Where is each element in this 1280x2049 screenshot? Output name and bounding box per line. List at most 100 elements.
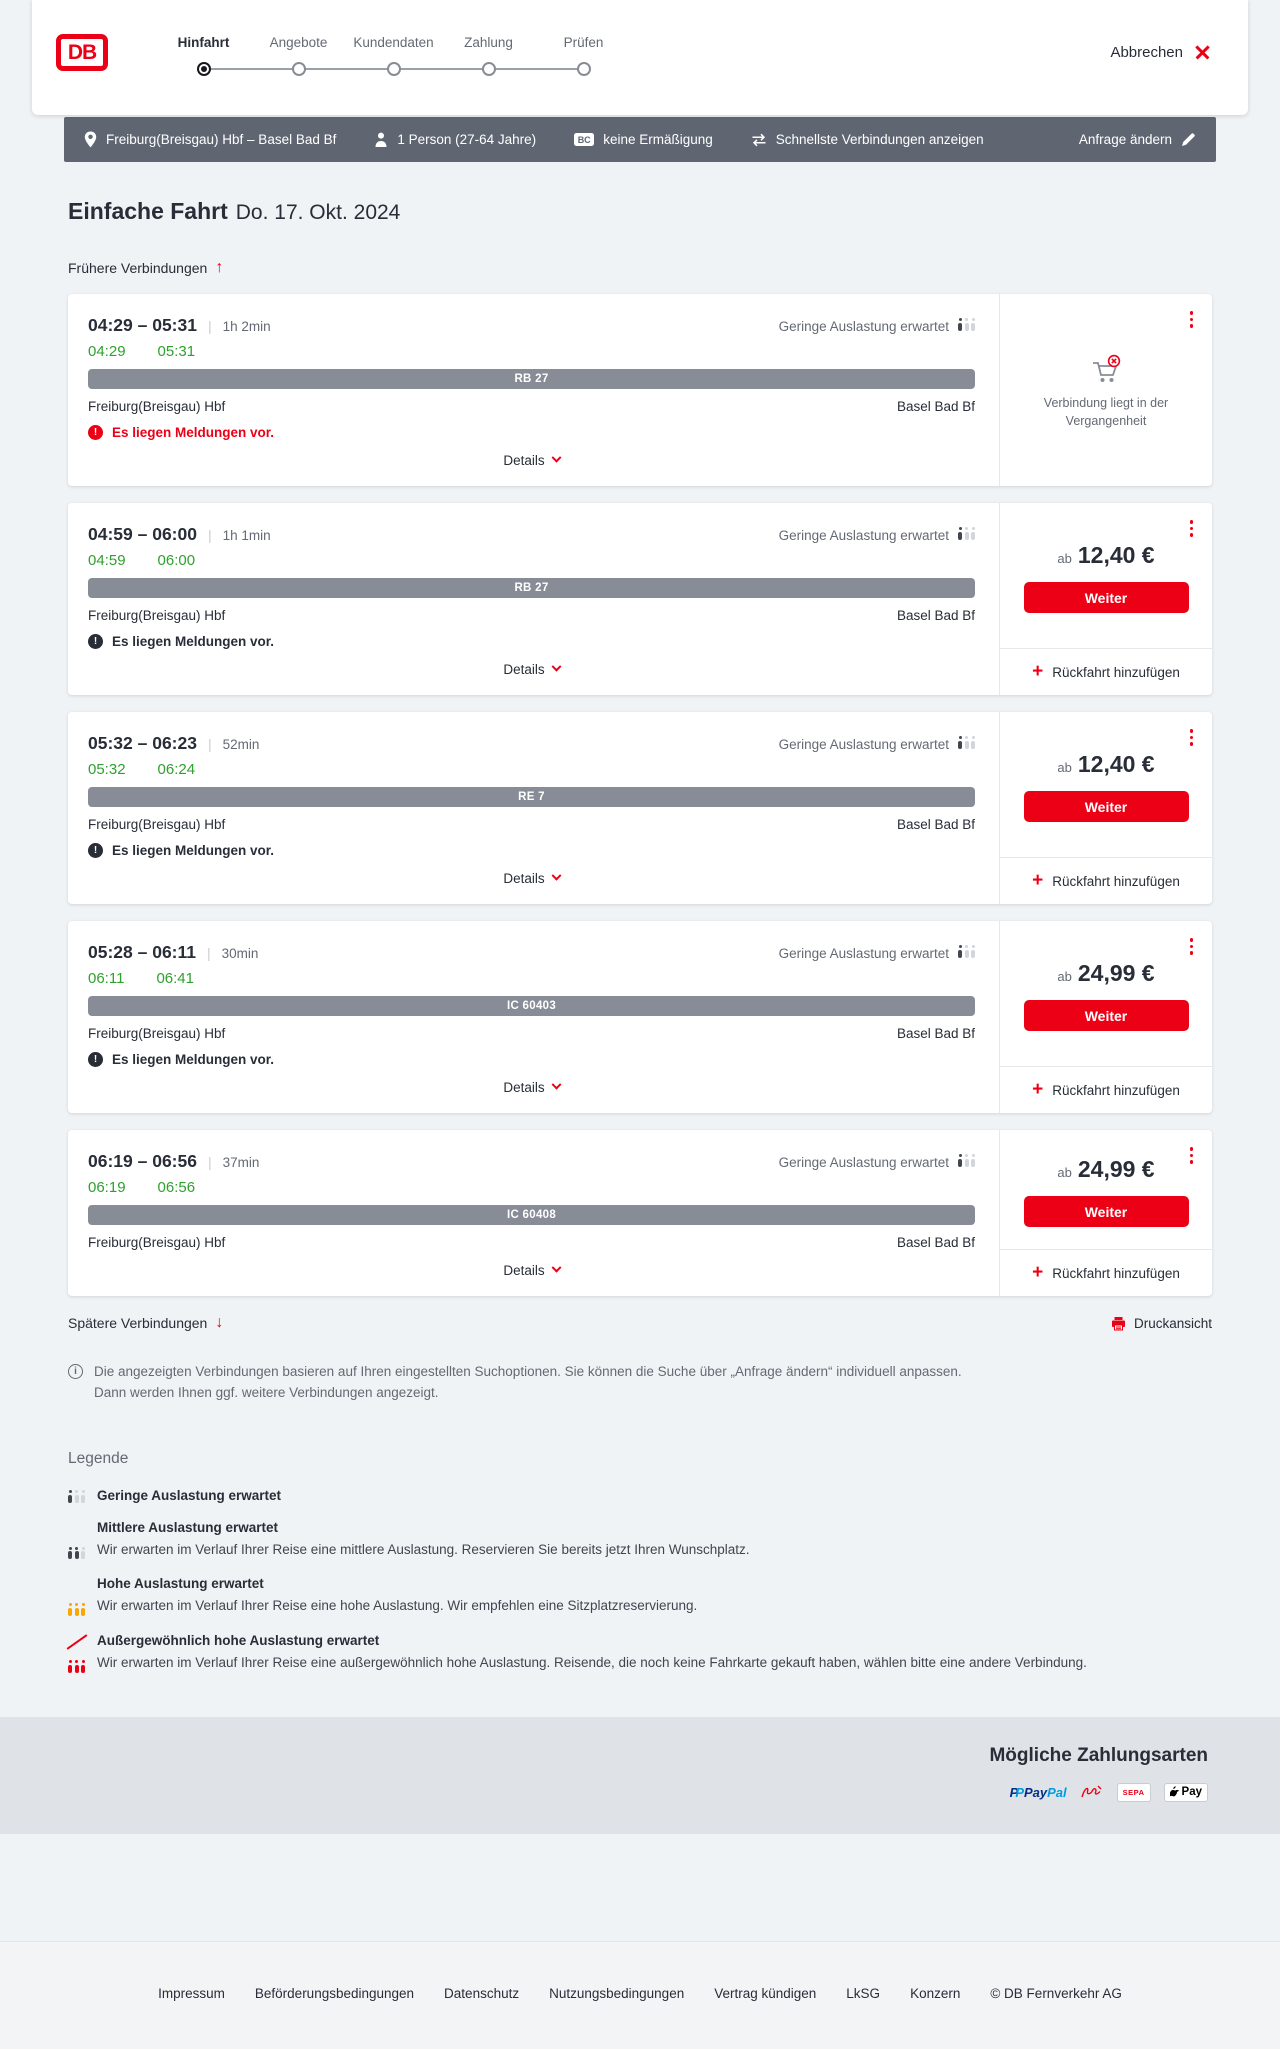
occupancy-icon	[958, 1154, 975, 1167]
edit-search-button[interactable]: Anfrage ändern	[1079, 132, 1196, 147]
train-label: RB 27	[88, 369, 975, 389]
person-icon	[375, 132, 387, 147]
options-menu-button[interactable]	[1188, 309, 1196, 330]
continue-button[interactable]: Weiter	[1023, 1000, 1189, 1031]
chevron-down-icon	[551, 661, 562, 672]
cancel-label: Abbrechen	[1110, 44, 1183, 61]
details-toggle[interactable]: Details	[499, 440, 563, 476]
footer-link-lksg[interactable]: LkSG	[846, 1986, 881, 2001]
destination-station: Basel Bad Bf	[896, 817, 975, 832]
add-return-button[interactable]: + Rückfahrt hinzufügen	[1000, 1066, 1212, 1113]
info-icon	[68, 1364, 83, 1379]
departure-time: 06:19	[88, 1179, 126, 1196]
passenger-summary: 1 Person (27-64 Jahre)	[374, 132, 536, 147]
destination-station: Basel Bad Bf	[896, 1235, 975, 1250]
checkout-header: DB Hinfahrt Angebote Kundendaten Zahlung…	[32, 0, 1248, 115]
location-pin-icon	[84, 131, 97, 148]
destination-station: Basel Bad Bf	[896, 399, 975, 414]
info-note: Die angezeigten Verbindungen basieren au…	[68, 1362, 1212, 1404]
train-label: RE 7	[88, 787, 975, 807]
train-label: RB 27	[88, 578, 975, 598]
destination-station: Basel Bad Bf	[896, 1026, 975, 1041]
footer-link-befoerderungsbedingungen[interactable]: Beförderungsbedingungen	[254, 1986, 415, 2001]
footer-link-nutzungsbedingungen[interactable]: Nutzungsbedingungen	[549, 1986, 685, 2001]
price: 12,40 €	[1077, 542, 1155, 568]
footer-link-vertrag-kuendigen[interactable]: Vertrag kündigen	[714, 1986, 817, 2001]
legend-item: Außergewöhnlich hohe Auslastung erwartet…	[68, 1633, 1212, 1673]
occupancy-icon	[958, 527, 975, 540]
route-summary: Freiburg(Breisgau) Hbf – Basel Bad Bf	[84, 131, 336, 148]
earlier-connections-link[interactable]: Frühere Verbindungen ↑	[68, 259, 224, 276]
connection-card: 04:59 – 06:00 | 1h 1min Geringe Auslastu…	[68, 503, 1212, 695]
occupancy-icon	[958, 318, 975, 331]
cancel-button[interactable]: Abbrechen	[1110, 44, 1210, 61]
details-toggle[interactable]: Details	[499, 1250, 563, 1286]
arrival-time: 06:00	[157, 552, 196, 569]
offer-panel: ab 12,40 € Weiter + Rückfahrt hinzufügen	[999, 503, 1212, 695]
offer-panel: Verbindung liegt in der Vergangenheit	[999, 294, 1212, 486]
options-menu-button[interactable]	[1188, 518, 1196, 539]
occupancy-indicator: Geringe Auslastung erwartet	[779, 736, 975, 752]
duration: 30min	[221, 946, 259, 961]
pencil-icon	[1182, 133, 1195, 146]
apple-pay-icon: Pay	[1163, 1782, 1208, 1802]
details-toggle[interactable]: Details	[499, 649, 563, 685]
chevron-down-icon	[551, 870, 562, 881]
print-view-link[interactable]: Druckansicht	[1111, 1316, 1212, 1331]
continue-button[interactable]: Weiter	[1023, 582, 1189, 613]
connection-message[interactable]: ! Es liegen Meldungen vor.	[88, 843, 975, 858]
step-hinfahrt[interactable]: Hinfahrt	[156, 35, 251, 76]
realtime-times: 06:19 06:56	[88, 1179, 975, 1196]
footer-link-datenschutz[interactable]: Datenschutz	[444, 1986, 520, 2001]
footer-link-impressum[interactable]: Impressum	[158, 1986, 225, 2001]
departure-time: 05:32	[88, 761, 126, 778]
db-logo[interactable]: DB	[56, 34, 108, 71]
realtime-times: 04:29 05:31	[88, 343, 975, 360]
db-logo-text: DB	[67, 40, 97, 64]
offer-panel: ab 24,99 € Weiter + Rückfahrt hinzufügen	[999, 1130, 1212, 1296]
options-menu-button[interactable]	[1188, 936, 1196, 957]
arrival-time: 06:41	[156, 970, 194, 987]
legend-item: Hohe Auslastung erwartet Wir erwarten im…	[68, 1576, 1212, 1616]
continue-button[interactable]: Weiter	[1023, 791, 1189, 822]
step-zahlung[interactable]: Zahlung	[441, 35, 536, 76]
departure-time: 04:29	[88, 343, 126, 360]
step-pruefen[interactable]: Prüfen	[536, 35, 631, 76]
occupancy-icon	[958, 945, 975, 958]
details-toggle[interactable]: Details	[499, 858, 563, 894]
fastest-connections-toggle[interactable]: Schnellste Verbindungen anzeigen	[751, 132, 984, 147]
step-dot	[481, 62, 496, 76]
travel-date: Do. 17. Okt. 2024	[235, 201, 401, 224]
add-return-button[interactable]: + Rückfahrt hinzufügen	[1000, 1249, 1212, 1296]
details-toggle[interactable]: Details	[499, 1067, 563, 1103]
bahncard-badge: BC	[574, 133, 595, 146]
price: 24,99 €	[1077, 960, 1155, 986]
plus-icon: +	[1032, 660, 1044, 682]
occupancy-indicator: Geringe Auslastung erwartet	[779, 1154, 975, 1170]
chevron-down-icon	[551, 1262, 562, 1273]
step-angebote[interactable]: Angebote	[251, 35, 346, 76]
options-menu-button[interactable]	[1188, 727, 1196, 748]
connection-message[interactable]: ! Es liegen Meldungen vor.	[88, 425, 975, 440]
arrow-up-icon: ↑	[215, 259, 224, 276]
footer-link-konzern[interactable]: Konzern	[910, 1986, 961, 2001]
add-return-button[interactable]: + Rückfahrt hinzufügen	[1000, 648, 1212, 695]
later-connections-link[interactable]: Spätere Verbindungen ↓	[68, 1314, 224, 1331]
occupancy-high-icon	[68, 1579, 85, 1616]
legend-title: Legende	[68, 1449, 129, 1467]
connection-message[interactable]: ! Es liegen Meldungen vor.	[88, 634, 975, 649]
close-icon	[1195, 45, 1210, 60]
continue-button[interactable]: Weiter	[1023, 1196, 1189, 1227]
payment-title: Mögliche Zahlungsarten	[989, 1744, 1208, 1766]
add-return-button[interactable]: + Rückfahrt hinzufügen	[1000, 857, 1212, 904]
arrow-down-icon: ↓	[215, 1314, 224, 1331]
time-range: 05:28 – 06:11	[88, 942, 197, 962]
trip-type: Einfache Fahrt	[68, 198, 228, 224]
options-menu-button[interactable]	[1188, 1145, 1196, 1166]
connection-message[interactable]: ! Es liegen Meldungen vor.	[88, 1052, 975, 1067]
discount-text: keine Ermäßigung	[603, 132, 713, 147]
offer-panel: ab 24,99 € Weiter + Rückfahrt hinzufügen	[999, 921, 1212, 1113]
legend-section: Legende Geringe Auslastung erwartet Mitt…	[68, 1450, 1212, 1717]
occupancy-medium-icon	[68, 1523, 85, 1560]
step-kundendaten[interactable]: Kundendaten	[346, 35, 441, 76]
